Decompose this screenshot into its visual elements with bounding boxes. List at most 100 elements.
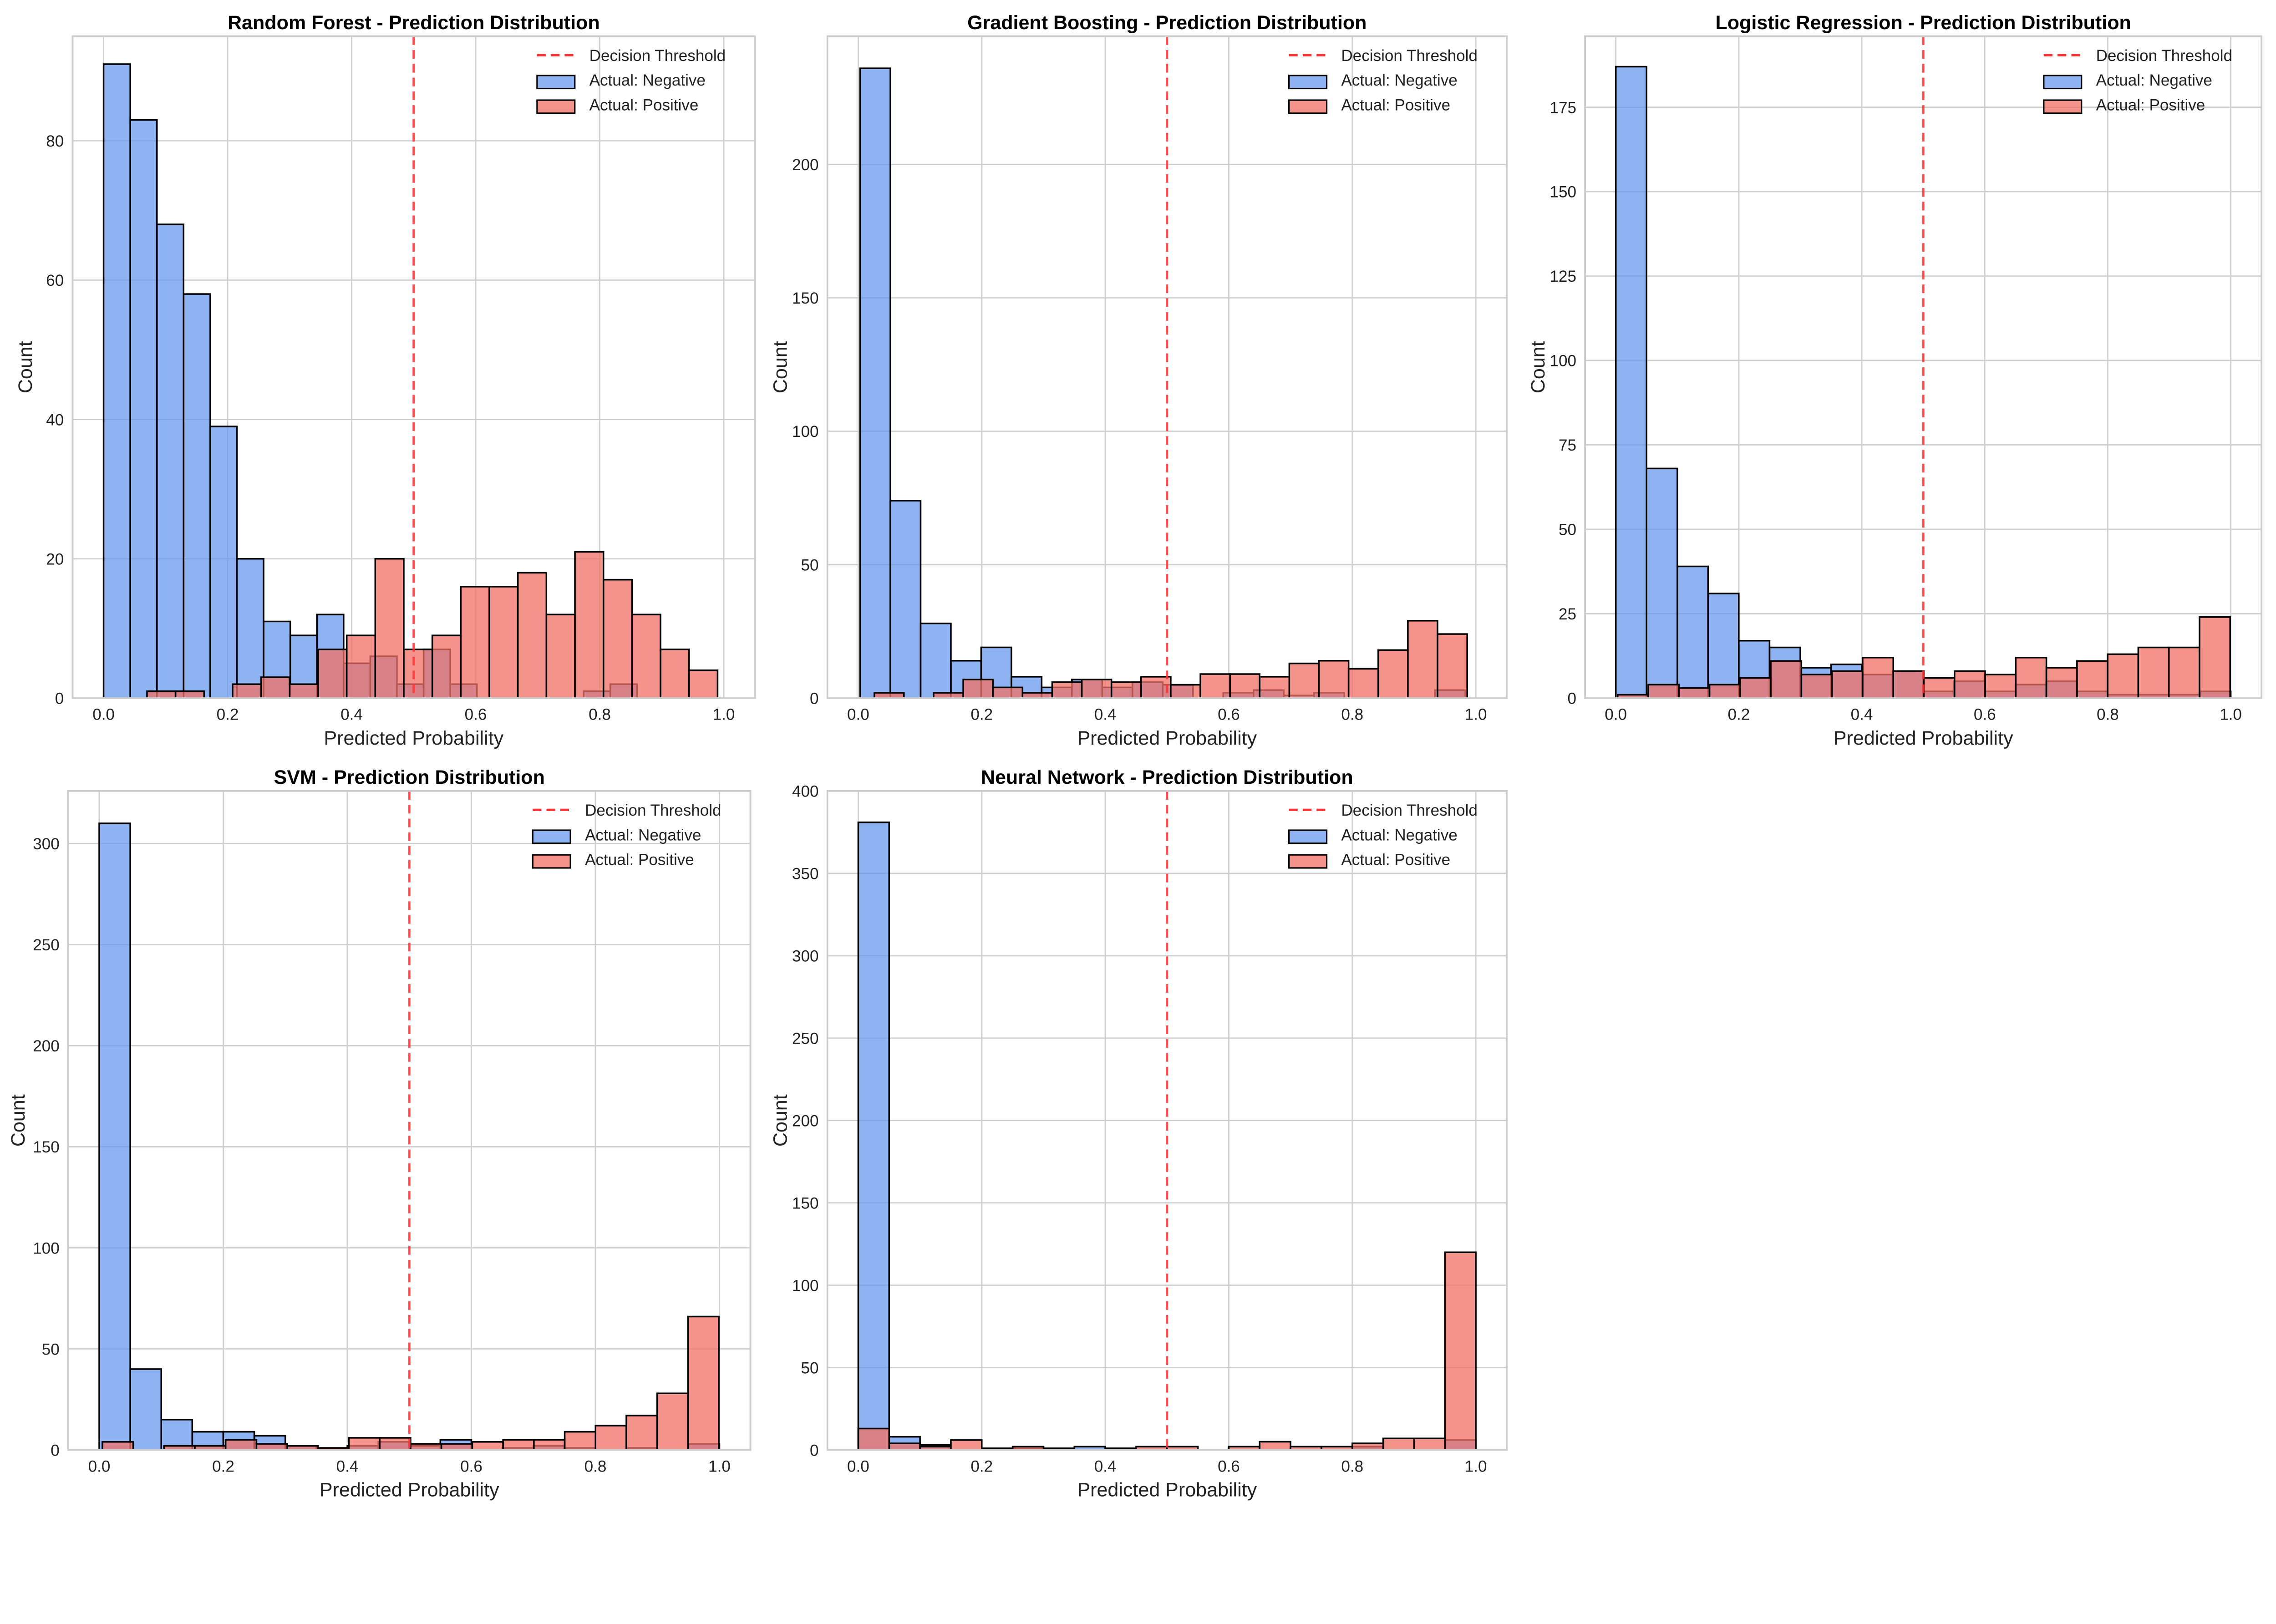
subplot-2: 0.0 0.2 0.4 0.6 0.8 1.0 0 50 100 150 200 Gradient B…: [769, 12, 1508, 749]
y-axis-label: Count: [769, 1094, 791, 1147]
bar-positive: [2168, 646, 2200, 699]
x-tick-label: 0.4: [1094, 1457, 1117, 1475]
y-tick-label: 0: [55, 690, 64, 708]
subplot-4: 0.0 0.2 0.4 0.6 0.8 1.0 0 50 100 150 200 250 300 SVM …: [7, 766, 752, 1501]
legend-label: Actual: Negative: [1341, 826, 1457, 844]
x-tick-label: 0.6: [465, 706, 487, 724]
y-tick-label: 0: [810, 690, 819, 708]
y-tick-label: 300: [792, 948, 819, 965]
bar-positive: [1800, 674, 1833, 699]
y-tick-label: 100: [792, 1277, 819, 1294]
bar-positive: [1770, 660, 1803, 699]
subplot-title: SVM - Prediction Distribution: [274, 766, 545, 788]
x-tick-label: 0.8: [589, 706, 611, 724]
bar-positive: [1382, 1437, 1415, 1451]
y-tick-label: 200: [792, 1112, 819, 1130]
x-tick-label: 0.0: [847, 706, 869, 724]
bar-positive: [102, 1441, 134, 1451]
bar-positive: [502, 1439, 535, 1451]
y-tick-label: 50: [801, 1359, 818, 1377]
x-tick-label: 0.6: [1974, 706, 1996, 724]
y-tick-label: 125: [1550, 268, 1576, 285]
bar-positive: [232, 683, 262, 699]
bar-negative: [1646, 467, 1678, 699]
bar-positive: [1170, 684, 1201, 699]
bar-positive: [1892, 670, 1925, 699]
bar-negative: [1707, 593, 1740, 699]
x-tick-label: 0.2: [970, 1457, 993, 1475]
y-tick-label: 0: [810, 1441, 819, 1459]
x-tick-label: 0.2: [1727, 706, 1750, 724]
bar-positive: [656, 1392, 689, 1451]
bar-positive: [688, 669, 719, 699]
bar-positive: [1351, 1442, 1384, 1451]
bar-positive: [317, 648, 348, 699]
bar-positive: [1708, 684, 1741, 699]
bar-positive: [260, 676, 291, 699]
legend-label: Actual: Positive: [1341, 851, 1450, 869]
bar-negative: [156, 223, 185, 699]
legend: Decision Threshold Actual: Negative Actual…: [1288, 47, 1478, 114]
legend-label: Decision Threshold: [1341, 47, 1478, 65]
bar-positive: [1413, 1437, 1446, 1451]
bar-positive: [950, 1439, 983, 1451]
bar-negative: [920, 622, 952, 699]
y-tick-label: 150: [792, 1194, 819, 1212]
bar-positive: [625, 1415, 658, 1451]
bar-positive: [431, 634, 462, 699]
x-tick-label: 0.0: [1605, 706, 1627, 724]
x-axis-label: Predicted Probability: [1077, 1479, 1257, 1501]
legend-label: Decision Threshold: [585, 802, 721, 819]
bar-positive: [471, 1441, 504, 1451]
legend-negative-swatch: [1288, 829, 1328, 844]
x-tick-label: 0.2: [217, 706, 239, 724]
y-tick-label: 100: [33, 1239, 60, 1257]
y-tick-label: 350: [792, 865, 819, 883]
bar-positive: [1407, 620, 1438, 699]
bar-positive: [517, 572, 548, 699]
legend-label: Actual: Positive: [2096, 96, 2205, 114]
legend-label: Actual: Negative: [2096, 71, 2212, 89]
x-tick-label: 0.6: [460, 1457, 483, 1475]
legend-negative-swatch: [2043, 75, 2083, 90]
bar-positive: [1953, 670, 1986, 699]
y-tick-label: 50: [42, 1340, 60, 1358]
legend-label: Decision Threshold: [1341, 802, 1478, 819]
bar-negative: [98, 822, 131, 1451]
legend: Decision Threshold Actual: Negative Actual…: [2043, 47, 2233, 114]
legend-positive-swatch: [1288, 854, 1328, 869]
bar-positive: [2107, 653, 2139, 699]
bar-positive: [1739, 677, 1772, 699]
legend-label: Actual: Negative: [1341, 71, 1457, 89]
bar-positive: [1110, 681, 1142, 699]
x-tick-label: 1.0: [713, 706, 735, 724]
bar-positive: [1444, 1251, 1477, 1451]
bar-positive: [2137, 646, 2170, 699]
bar-positive: [857, 1427, 890, 1451]
axes-frame: [826, 35, 1508, 699]
subplot-title: Logistic Regression - Prediction Distrib…: [1715, 12, 2131, 34]
bar-positive: [1051, 681, 1083, 699]
bar-positive: [545, 614, 576, 699]
y-tick-label: 175: [1550, 99, 1576, 117]
legend-label: Decision Threshold: [2096, 47, 2233, 65]
x-tick-label: 0.8: [1341, 706, 1363, 724]
bar-positive: [2199, 616, 2231, 699]
y-tick-label: 75: [1559, 436, 1576, 454]
bar-positive: [255, 1443, 288, 1451]
bar-positive: [564, 1431, 597, 1451]
x-tick-label: 0.8: [584, 1457, 607, 1475]
bar-positive: [602, 579, 633, 699]
y-axis-label: Count: [15, 341, 36, 393]
bar-positive: [1831, 670, 1864, 699]
bar-positive: [460, 586, 490, 699]
bar-positive: [533, 1439, 566, 1451]
legend: Decision Threshold Actual: Negative Actual…: [1288, 802, 1478, 869]
bar-negative: [102, 63, 131, 699]
bar-positive: [1081, 679, 1113, 699]
legend-label: Actual: Negative: [585, 826, 701, 844]
bar-positive: [488, 586, 519, 699]
bar-positive: [2015, 657, 2047, 699]
bar-negative: [889, 500, 922, 699]
legend-negative-swatch: [1288, 75, 1328, 90]
